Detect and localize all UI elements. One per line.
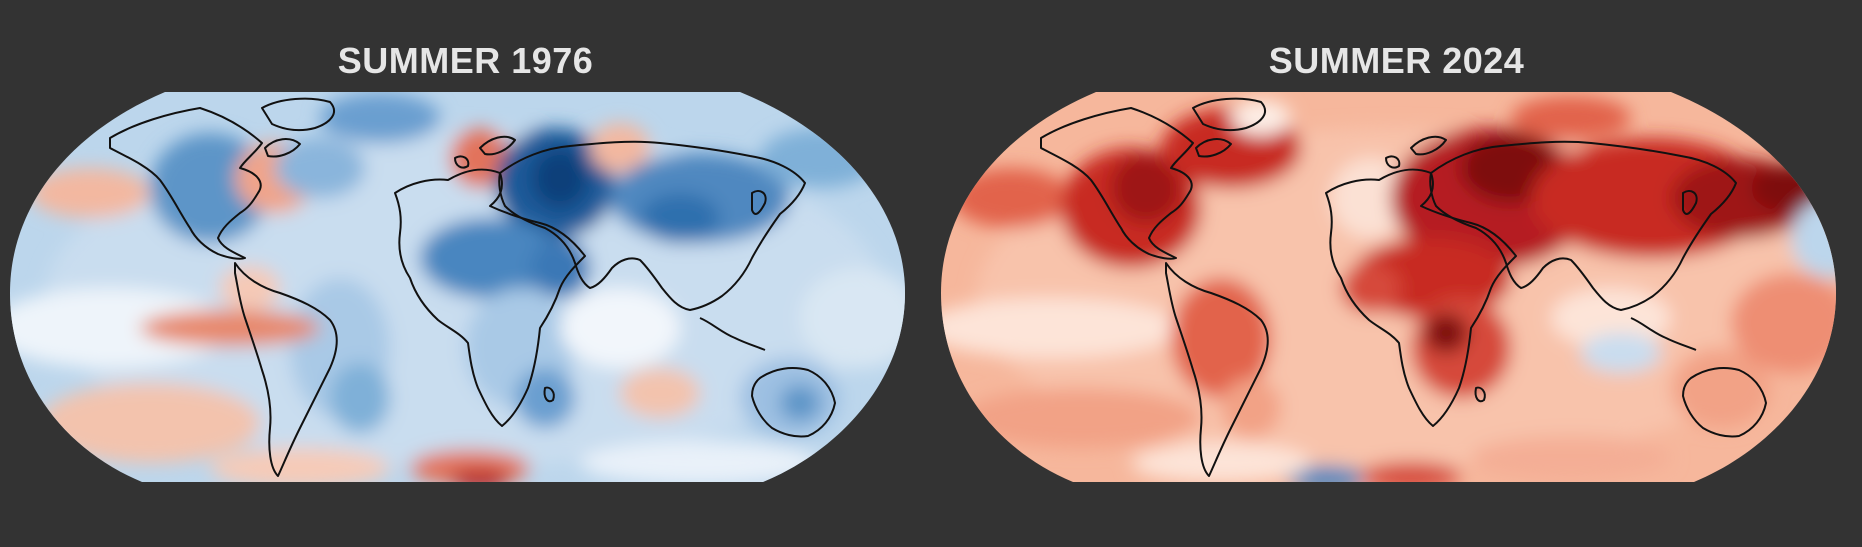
coastlines	[109, 97, 873, 477]
anomaly-map-1976	[10, 92, 905, 482]
coastlines	[1040, 97, 1804, 477]
panel-summer-1976: SUMMER 1976	[10, 40, 905, 482]
map-title: SUMMER 1976	[337, 40, 594, 81]
map-title: SUMMER 2024	[1268, 40, 1525, 81]
anomaly-field	[941, 96, 1836, 482]
anomaly-field	[10, 93, 905, 482]
panel-summer-2024: SUMMER 2024	[931, 0, 1862, 547]
anomaly-map-2024	[941, 92, 1836, 482]
